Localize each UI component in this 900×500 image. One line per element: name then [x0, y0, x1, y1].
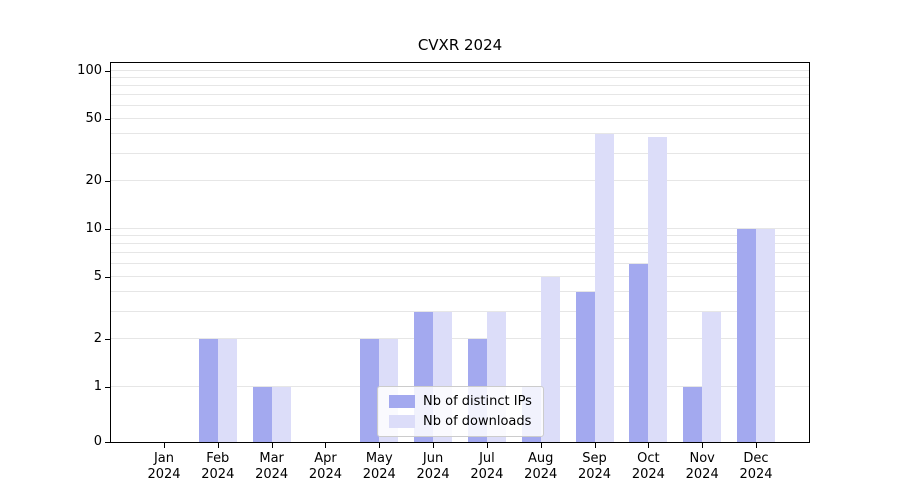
y-tick-label: 1 [93, 379, 102, 394]
x-tick-label: Oct 2024 [631, 451, 665, 482]
y-tick-mark [105, 339, 110, 341]
x-tick-mark [433, 443, 435, 448]
x-tick-label: Nov 2024 [685, 451, 719, 482]
x-tick-label: Mar 2024 [255, 451, 289, 482]
gridline [111, 105, 809, 107]
x-tick-label: Feb 2024 [201, 451, 235, 482]
bar [271, 387, 291, 442]
x-tick-mark [379, 443, 381, 448]
x-tick-mark [271, 443, 273, 448]
bar [252, 387, 272, 442]
gridline [111, 338, 809, 340]
x-tick-label: Jun 2024 [416, 451, 450, 482]
gridline [111, 152, 809, 154]
gridline [111, 235, 809, 237]
gridline [111, 263, 809, 265]
x-tick-mark [217, 443, 219, 448]
x-tick-mark [540, 443, 542, 448]
y-tick-label: 0 [93, 434, 102, 449]
chart-title: CVXR 2024 [417, 36, 503, 54]
bar [540, 276, 560, 442]
x-tick-label: Apr 2024 [308, 451, 342, 482]
bar [683, 387, 703, 442]
gridline [111, 180, 809, 182]
bar [198, 339, 218, 442]
plot-area: Nb of distinct IPs Nb of downloads [110, 62, 810, 443]
x-tick-label: Aug 2024 [524, 451, 558, 482]
x-tick-mark [702, 443, 704, 448]
gridline [111, 70, 809, 71]
y-tick-mark [105, 229, 110, 230]
gridline [111, 85, 809, 87]
legend-label-distinct-ips: Nb of distinct IPs [423, 394, 532, 409]
y-tick-mark [105, 118, 110, 120]
y-tick-mark [105, 181, 110, 183]
x-tick-mark [594, 443, 596, 448]
bar [360, 339, 380, 442]
bar [737, 229, 756, 442]
legend-swatch-distinct-ips [389, 395, 415, 408]
y-tick-mark [105, 71, 110, 72]
bar [575, 291, 595, 442]
gridline [111, 243, 809, 245]
y-tick-mark [105, 442, 110, 443]
y-tick-label: 5 [93, 268, 102, 284]
y-tick-label: 2 [93, 331, 102, 347]
bar [629, 264, 649, 442]
x-tick-label: Jan 2024 [147, 451, 181, 482]
legend: Nb of distinct IPs Nb of downloads [377, 386, 544, 437]
gridline [111, 310, 809, 312]
gridline [111, 132, 809, 134]
y-tick-label: 10 [85, 221, 102, 236]
gridline [111, 290, 809, 292]
x-tick-label: Dec 2024 [739, 451, 773, 482]
legend-item-distinct-ips: Nb of distinct IPs [389, 394, 532, 409]
bar [648, 137, 668, 442]
x-tick-label: Sep 2024 [577, 451, 612, 482]
x-tick-label: Jul 2024 [470, 451, 504, 482]
gridline [111, 117, 809, 119]
gridlines-layer [111, 63, 809, 442]
y-tick-mark [105, 387, 110, 388]
gridline [111, 252, 809, 254]
gridline [111, 228, 809, 229]
bar [702, 311, 722, 442]
gridline [111, 77, 809, 79]
y-tick-label: 50 [85, 110, 102, 126]
bar [756, 229, 775, 442]
legend-label-downloads: Nb of downloads [423, 414, 532, 429]
bar [217, 339, 237, 442]
x-tick-mark [325, 443, 327, 448]
x-tick-mark [486, 443, 488, 448]
x-tick-mark [756, 443, 757, 448]
x-tick-mark [164, 443, 165, 448]
legend-swatch-downloads [389, 415, 415, 428]
bar [594, 133, 614, 442]
y-tick-mark [105, 276, 110, 278]
gridline [111, 94, 809, 96]
gridline [111, 275, 809, 277]
legend-item-downloads: Nb of downloads [389, 414, 532, 429]
x-tick-label: May 2024 [362, 451, 396, 482]
y-tick-label: 100 [77, 63, 102, 78]
x-tick-mark [648, 443, 650, 448]
y-tick-label: 20 [85, 173, 102, 189]
